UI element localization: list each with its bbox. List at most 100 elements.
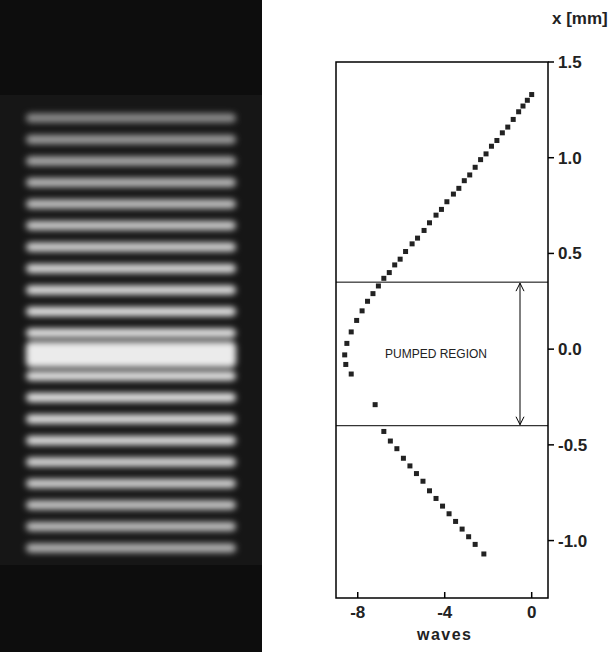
points (342, 92, 534, 556)
x-tick (531, 592, 533, 598)
data-point (422, 228, 427, 233)
figure: -8-401.51.00.50.0-0.5-1.0x [mm]wavesPUMP… (0, 0, 614, 652)
region-bound (336, 282, 548, 283)
data-point (466, 534, 471, 539)
y-tick-label: -0.5 (558, 436, 587, 455)
data-point (415, 236, 420, 241)
data-point (344, 341, 349, 346)
data-point (447, 511, 452, 516)
data-point (440, 504, 445, 509)
x-axis-title: waves (416, 626, 473, 643)
y-tick-label: -1.0 (558, 532, 587, 551)
data-point (420, 479, 425, 484)
data-point (376, 283, 381, 288)
data-point (398, 257, 403, 262)
data-point (370, 291, 375, 296)
data-point (460, 527, 465, 532)
y-tick (548, 61, 554, 63)
data-point (489, 144, 494, 149)
data-point (381, 276, 386, 281)
data-point (484, 151, 489, 156)
data-point (427, 220, 432, 225)
data-point (427, 488, 432, 493)
data-point (511, 117, 516, 122)
y-tick (548, 157, 554, 159)
image-background (0, 0, 262, 652)
data-point (467, 172, 472, 177)
data-point (401, 456, 406, 461)
data-point (505, 125, 510, 130)
data-point (349, 372, 354, 377)
fringe (26, 307, 236, 316)
region-bound (336, 425, 548, 426)
fringe (26, 544, 236, 553)
data-point (494, 138, 499, 143)
fringe (26, 372, 236, 381)
data-point (525, 98, 530, 103)
data-point (388, 439, 393, 444)
data-point (434, 496, 439, 501)
y-axis-title: x [mm] (552, 9, 608, 28)
plot-frame (336, 62, 548, 598)
fringe (26, 342, 236, 368)
interferogram (0, 0, 262, 652)
arrow-head (516, 283, 524, 291)
data-point (387, 270, 392, 275)
y-tick (548, 348, 554, 350)
region-arrow (520, 283, 521, 425)
data-point (414, 471, 419, 476)
fringe (26, 200, 236, 209)
x-tick-label: -4 (437, 603, 453, 622)
data-point (434, 213, 439, 218)
data-point (481, 551, 486, 556)
data-point (516, 109, 521, 114)
fringe (26, 393, 236, 402)
data-point (462, 178, 467, 183)
fringe (26, 415, 236, 424)
data-point (444, 199, 449, 204)
x-tick-label: 0 (527, 603, 536, 622)
data-point (407, 463, 412, 468)
y-tick (548, 540, 554, 542)
data-point (360, 308, 365, 313)
y-tick (548, 444, 554, 446)
data-point (403, 249, 408, 254)
y-tick-label: 0.5 (558, 244, 582, 263)
data-point (365, 299, 370, 304)
fringe (26, 178, 236, 187)
fringe (26, 286, 236, 295)
fringe (26, 221, 236, 230)
data-point (473, 165, 478, 170)
fringe (26, 135, 236, 144)
data-point (529, 92, 534, 97)
data-point (451, 192, 456, 197)
data-point (373, 402, 378, 407)
fringe (26, 458, 236, 467)
data-point (343, 362, 348, 367)
fringe (26, 479, 236, 488)
data-point (478, 157, 483, 162)
data-point (500, 130, 505, 135)
fringe (26, 264, 236, 273)
data-point (381, 429, 386, 434)
data-point (349, 329, 354, 334)
x-tick-label: -8 (350, 603, 365, 622)
data-point (354, 318, 359, 323)
fringe (26, 157, 236, 166)
y-tick-label: 0.0 (558, 340, 582, 359)
y-tick (548, 253, 554, 255)
data-point (520, 104, 525, 109)
data-point (456, 186, 461, 191)
data-point (392, 262, 397, 267)
y-tick-label: 1.0 (558, 149, 582, 168)
data-point (394, 446, 399, 451)
fringes (26, 114, 236, 553)
data-point (439, 207, 444, 212)
fringe (26, 436, 236, 445)
fringe (26, 501, 236, 510)
data-point (342, 352, 347, 357)
data-point (410, 241, 415, 246)
fringe (26, 329, 236, 338)
data-point (473, 542, 478, 547)
image-field (0, 95, 262, 565)
